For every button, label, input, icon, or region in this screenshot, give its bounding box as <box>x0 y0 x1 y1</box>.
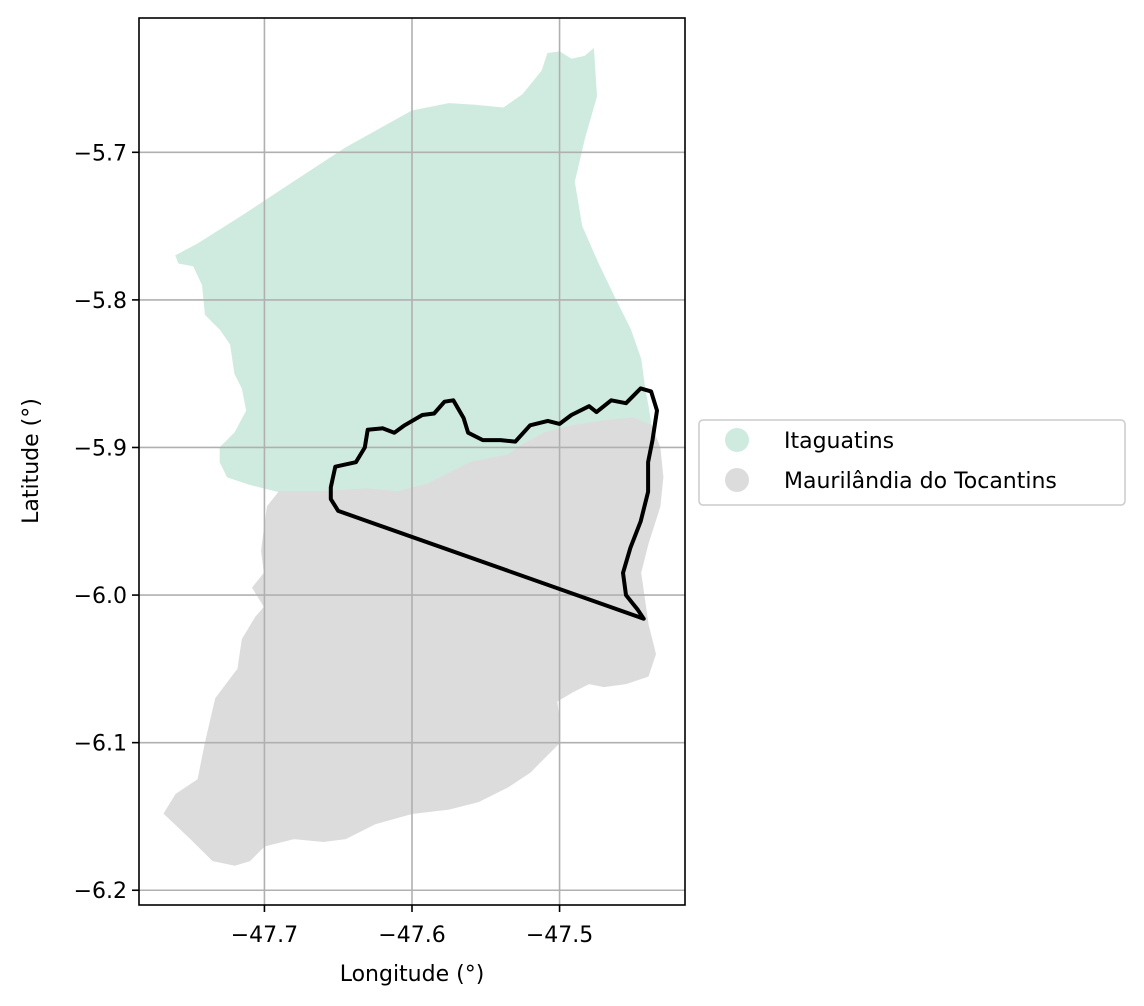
y-tick-label: −5.8 <box>74 289 127 314</box>
y-tick-label: −6.2 <box>74 879 127 904</box>
region-1 <box>163 417 664 866</box>
grid-lines <box>139 18 685 905</box>
legend-label: Itaguatins <box>784 429 894 454</box>
y-tick-label: −6.1 <box>74 732 127 757</box>
legend-box <box>698 419 1126 506</box>
legend: Itaguatins Maurilândia do Tocantins <box>698 419 1126 506</box>
y-tick-label: −6.0 <box>74 584 127 609</box>
legend-marker <box>725 428 749 452</box>
x-tick-label: −47.6 <box>378 923 445 948</box>
axis-ticks: −47.7 −47.6 −47.5 −5.7 −5.8 −5.9 −6.0 −6.1 −6.2 <box>74 141 594 948</box>
y-tick-label: −5.7 <box>74 141 127 166</box>
municipality-regions <box>163 47 664 866</box>
outline-polygon <box>328 386 659 621</box>
y-tick-label: −5.9 <box>74 436 127 461</box>
highlight-outline <box>328 386 659 621</box>
legend-label: Maurilândia do Tocantins <box>784 469 1057 494</box>
x-tick-label: −47.5 <box>526 923 593 948</box>
y-axis-title: Latitude (°) <box>19 398 44 524</box>
x-tick-label: −47.7 <box>231 923 298 948</box>
legend-marker <box>725 468 749 492</box>
x-axis-title: Longitude (°) <box>340 962 485 987</box>
